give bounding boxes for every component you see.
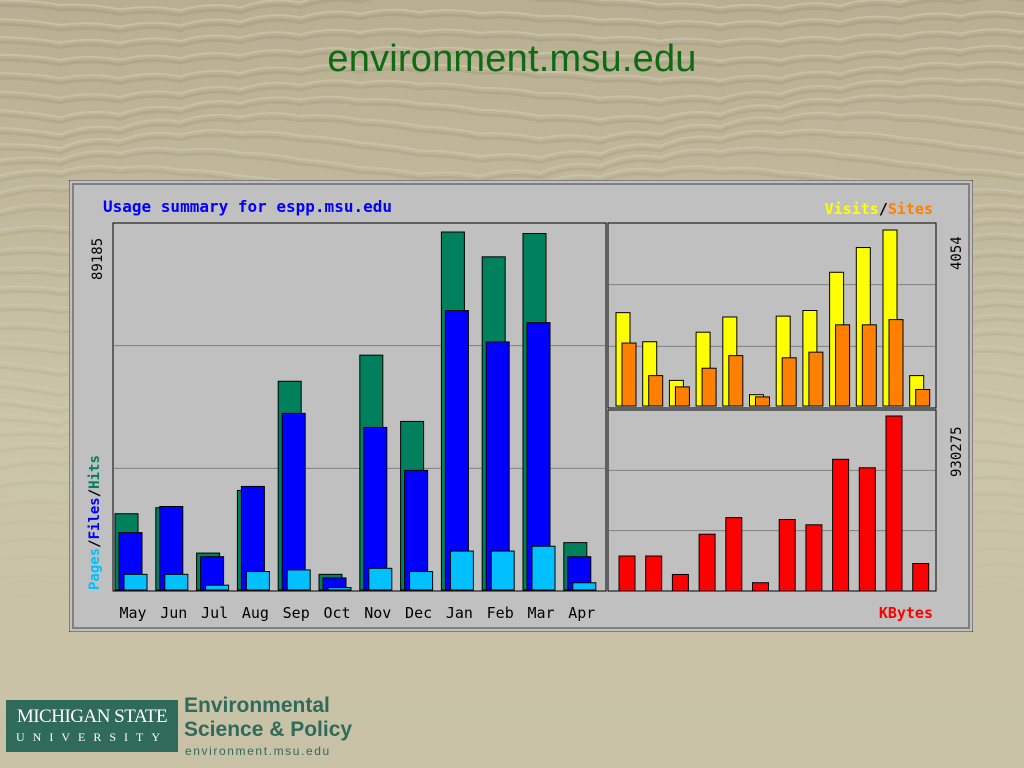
- bar-sites-jun: [648, 375, 664, 407]
- msu-logo-box: MICHIGAN STATE UNIVERSITY: [6, 700, 178, 752]
- sand-ripple: [0, 81, 1024, 107]
- bar-pages-may: [123, 573, 148, 591]
- sand-highlight: [0, 128, 1024, 159]
- sand-highlight: [0, 146, 1024, 177]
- sand-highlight: [0, 0, 912, 12]
- bar-pages-jan: [449, 550, 474, 591]
- bar-pages-dec: [409, 571, 434, 591]
- x-label-sep: Sep: [283, 604, 310, 622]
- legend-hits: Hits: [87, 455, 103, 489]
- bar-pages-apr: [572, 582, 597, 591]
- bar-kbytes-mar: [885, 415, 903, 592]
- legend-visits: Visits: [825, 200, 879, 218]
- chart-title: Usage summary for espp.msu.edu: [103, 197, 392, 216]
- x-label-oct: Oct: [323, 604, 350, 622]
- sand-ripple: [0, 13, 1024, 34]
- bar-pages-aug: [245, 571, 270, 591]
- x-label-mar: Mar: [527, 604, 554, 622]
- bar-kbytes-jul: [671, 573, 689, 592]
- sand-ripple: [0, 115, 1024, 146]
- legend-pages: Pages: [87, 548, 103, 590]
- bar-pages-oct: [327, 587, 352, 591]
- bar-sites-feb: [861, 324, 877, 407]
- x-label-dec: Dec: [405, 604, 432, 622]
- x-label-jun: Jun: [160, 604, 187, 622]
- sand-highlight: [0, 44, 1024, 62]
- bar-kbytes-nov: [778, 519, 796, 592]
- bar-files-nov: [363, 426, 388, 591]
- bar-pages-feb: [490, 550, 515, 591]
- bar-sites-nov: [781, 357, 797, 407]
- dept-name-line1: Environmental: [184, 694, 330, 717]
- bar-kbytes-may: [618, 555, 636, 592]
- sand-ripple: [0, 32, 1024, 50]
- legend-kbytes: KBytes: [879, 604, 933, 622]
- visits-ymax-label: 4054: [949, 236, 965, 270]
- main-ymax-label: 89185: [90, 238, 106, 280]
- slide-title: environment.msu.edu: [327, 38, 697, 80]
- x-label-may: May: [119, 604, 146, 622]
- sand-ripple: [0, 49, 1024, 68]
- visits-legend: Visits/Sites: [825, 200, 933, 218]
- bar-kbytes-apr: [912, 563, 930, 592]
- sand-ripple: [0, 151, 1024, 183]
- legend-separator-1: /: [87, 539, 103, 547]
- bar-pages-jun: [164, 573, 189, 591]
- sand-ripple: [0, 98, 1024, 127]
- sand-ripple: [0, 65, 1024, 87]
- bar-kbytes-sep: [725, 517, 743, 592]
- bar-pages-jul: [205, 584, 230, 591]
- bar-sites-jan: [835, 324, 851, 407]
- bar-sites-mar: [888, 319, 904, 407]
- sand-ripple: [0, 133, 1024, 165]
- kbytes-plot-area: [607, 409, 937, 592]
- bar-kbytes-jun: [645, 555, 663, 592]
- bar-pages-sep: [286, 569, 311, 591]
- bar-sites-dec: [808, 351, 824, 407]
- legend-separator-2: /: [87, 489, 103, 497]
- kbytes-ymax-label: 930275: [949, 426, 965, 477]
- bar-sites-jul: [674, 386, 690, 407]
- sand-highlight: [0, 27, 1024, 44]
- bar-kbytes-feb: [858, 467, 876, 592]
- legend-sites: Sites: [888, 200, 933, 218]
- sand-ripple: [0, 0, 1024, 17]
- msu-logo-line1: MICHIGAN STATE: [16, 706, 168, 727]
- sand-highlight: [0, 94, 1024, 121]
- bar-files-jan: [444, 310, 469, 591]
- x-label-aug: Aug: [242, 604, 269, 622]
- legend-separator-3: /: [879, 200, 888, 218]
- x-label-apr: Apr: [568, 604, 595, 622]
- footer-logo: MICHIGAN STATE UNIVERSITY Environmental …: [6, 694, 366, 764]
- bar-sites-aug: [701, 367, 717, 407]
- bar-pages-nov: [368, 567, 393, 591]
- x-label-feb: Feb: [487, 604, 514, 622]
- bar-sites-apr: [915, 389, 931, 407]
- bar-pages-mar: [531, 545, 556, 591]
- x-label-jan: Jan: [446, 604, 473, 622]
- legend-files: Files: [87, 497, 103, 539]
- bar-kbytes-jan: [832, 458, 850, 592]
- sand-highlight: [0, 77, 1024, 102]
- bar-kbytes-aug: [698, 533, 716, 592]
- x-label-nov: Nov: [364, 604, 391, 622]
- bar-sites-oct: [755, 396, 770, 407]
- msu-logo-line2: UNIVERSITY: [16, 730, 168, 744]
- bar-sites-sep: [728, 355, 744, 407]
- sand-highlight: [0, 111, 1024, 140]
- dept-name-line2: Science & Policy: [184, 718, 353, 741]
- dept-url: environment.msu.edu: [185, 744, 331, 758]
- main-ylabel: Pages/Files/Hits: [87, 455, 103, 590]
- usage-chart: Usage summary for espp.msu.edu May Jun Jul…: [69, 180, 973, 632]
- bar-kbytes-oct: [752, 582, 769, 592]
- bar-sites-may: [621, 342, 637, 407]
- bar-kbytes-dec: [805, 524, 823, 592]
- sand-highlight: [0, 60, 1024, 82]
- bar-files-sep: [281, 412, 306, 591]
- x-label-jul: Jul: [201, 604, 228, 622]
- sand-highlight: [0, 8, 1024, 28]
